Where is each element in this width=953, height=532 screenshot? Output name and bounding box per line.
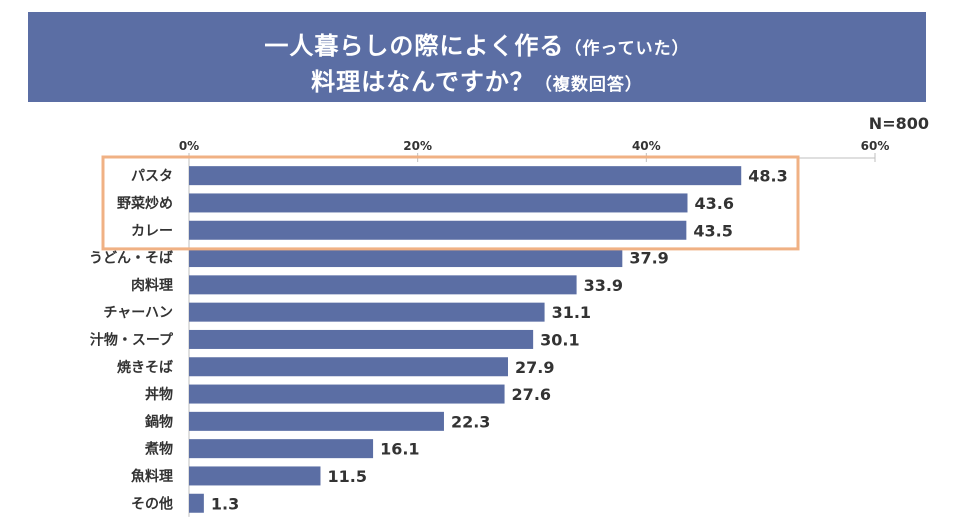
category-label: 魚料理 xyxy=(131,468,173,485)
value-label: 27.9 xyxy=(515,358,554,377)
bar xyxy=(189,439,374,459)
category-label: 肉料理 xyxy=(131,277,173,294)
category-label: 煮物 xyxy=(144,441,173,458)
bar xyxy=(189,493,204,513)
category-label: その他 xyxy=(131,495,173,512)
x-tick-label: 60% xyxy=(861,139,890,153)
value-label: 33.9 xyxy=(584,276,623,295)
chart-title-banner: 一人暮らしの際によく作る（作っていた） 料理はなんですか？（複数回答） xyxy=(28,12,926,102)
bar xyxy=(189,411,444,431)
category-label: うどん・そば xyxy=(89,251,173,267)
bar xyxy=(189,220,687,240)
sample-size-label: N=800 xyxy=(868,114,929,133)
x-tick-label: 40% xyxy=(632,139,661,153)
category-label: チャーハン xyxy=(103,305,173,321)
value-label: 30.1 xyxy=(540,330,579,349)
category-label: 丼物 xyxy=(145,386,173,403)
category-label: パスタ xyxy=(131,169,173,185)
title-line-2-note: （複数回答） xyxy=(534,75,643,95)
value-label: 27.6 xyxy=(512,385,551,404)
x-tick-label: 20% xyxy=(403,139,432,153)
category-label: カレー xyxy=(131,223,173,239)
title-line-1-main: 一人暮らしの際によく作る xyxy=(264,32,565,60)
title-line-1-note: （作っていた） xyxy=(564,39,690,59)
value-label: 11.5 xyxy=(327,467,366,486)
bar xyxy=(189,193,688,213)
value-label: 22.3 xyxy=(451,412,490,431)
bar xyxy=(189,275,577,295)
bar xyxy=(189,166,742,186)
category-label: 鍋物 xyxy=(145,413,173,430)
value-label: 37.9 xyxy=(629,249,668,268)
category-label: 焼きそば xyxy=(117,359,173,376)
x-tick-label: 0% xyxy=(179,139,199,153)
bar xyxy=(189,248,623,268)
category-label: 野菜炒め xyxy=(117,195,173,212)
bar xyxy=(189,329,534,349)
highlight-box xyxy=(101,155,800,251)
value-label: 1.3 xyxy=(211,494,239,513)
bar xyxy=(189,384,505,404)
title-line-2-main: 料理はなんですか？ xyxy=(311,68,535,96)
bar xyxy=(189,302,545,322)
value-label: 48.3 xyxy=(748,167,787,186)
value-label: 31.1 xyxy=(552,303,591,322)
bar xyxy=(189,466,321,486)
value-label: 16.1 xyxy=(380,440,419,459)
chart-title-line-2: 料理はなんですか？（複数回答） xyxy=(28,62,926,97)
chart-title-line-1: 一人暮らしの際によく作る（作っていた） xyxy=(28,26,926,61)
value-label: 43.5 xyxy=(693,221,732,240)
bar xyxy=(189,357,508,377)
value-label: 43.6 xyxy=(694,194,733,213)
category-label: 汁物・スープ xyxy=(90,331,174,348)
